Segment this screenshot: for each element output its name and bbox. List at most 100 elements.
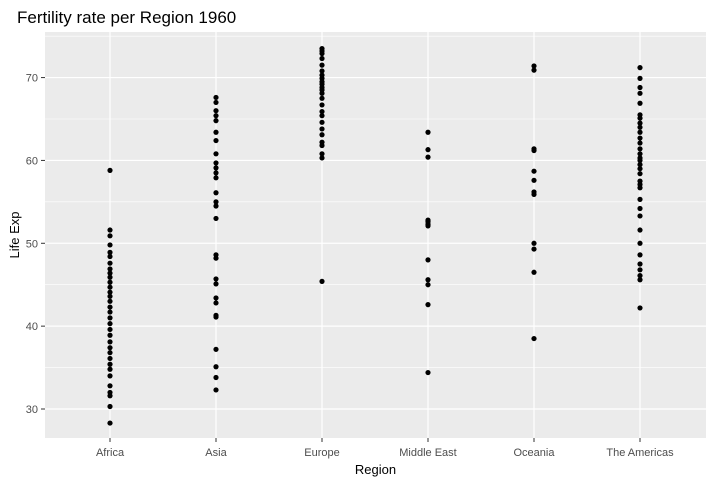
y-tick-label: 30 <box>26 404 38 416</box>
y-tick-label: 50 <box>26 238 38 250</box>
data-point <box>213 215 219 222</box>
data-point <box>107 253 113 260</box>
data-point <box>213 108 219 114</box>
data-point <box>637 115 643 121</box>
data-point <box>213 276 219 282</box>
data-point <box>107 298 113 304</box>
data-point <box>213 137 219 144</box>
data-point <box>107 403 113 410</box>
data-point <box>107 345 113 351</box>
data-point <box>213 295 219 301</box>
x-tick-label: Oceania <box>514 447 556 459</box>
data-point <box>107 361 113 367</box>
data-point <box>637 267 643 273</box>
data-point <box>531 67 537 73</box>
data-point <box>319 90 325 96</box>
y-tick-label: 40 <box>26 321 38 333</box>
data-point <box>531 147 537 154</box>
data-point <box>213 160 219 166</box>
data-point <box>319 155 325 161</box>
data-point <box>213 129 219 135</box>
data-point <box>637 129 643 135</box>
data-point <box>637 205 643 212</box>
data-point <box>107 326 113 333</box>
data-point <box>531 63 537 69</box>
data-point <box>107 266 113 272</box>
x-tick-label: Middle East <box>399 447 456 459</box>
data-point <box>107 274 113 280</box>
x-tick-label: Asia <box>205 447 227 459</box>
data-point <box>213 199 219 205</box>
data-point <box>213 113 219 119</box>
data-point <box>637 277 643 283</box>
data-point <box>213 118 219 124</box>
data-point <box>319 278 325 284</box>
data-point <box>637 157 643 164</box>
data-point <box>213 364 219 370</box>
x-axis-ticks: Africa Asia Europe Middle East Oceania The Am… <box>96 438 674 459</box>
data-point <box>107 383 113 389</box>
data-point <box>107 167 113 173</box>
minor-gridlines <box>45 35 706 368</box>
data-point <box>637 100 643 106</box>
data-point <box>213 387 219 393</box>
data-point <box>107 339 113 345</box>
data-point <box>531 335 537 342</box>
data-point <box>319 132 325 138</box>
x-axis-title: Region <box>355 462 396 477</box>
data-point <box>637 135 643 141</box>
data-point <box>637 120 643 126</box>
data-point <box>213 170 219 176</box>
data-point <box>637 171 643 177</box>
data-point <box>637 90 643 96</box>
data-point <box>107 233 113 239</box>
data-point <box>637 273 643 279</box>
data-point <box>637 151 643 157</box>
data-point <box>213 175 219 181</box>
data-point <box>107 309 113 315</box>
data-point <box>637 185 643 191</box>
data-point <box>319 68 325 74</box>
data-point <box>107 366 113 372</box>
data-point <box>107 420 113 426</box>
data-point <box>107 279 113 285</box>
data-point <box>319 108 325 115</box>
data-point <box>425 369 431 376</box>
data-point <box>637 124 643 130</box>
data-point <box>107 249 113 255</box>
y-tick-label: 70 <box>26 73 38 85</box>
y-axis-ticks: 30 40 50 60 70 <box>26 73 45 416</box>
data-point <box>107 242 113 248</box>
data-point <box>637 227 643 233</box>
data-point <box>637 261 643 267</box>
data-point <box>107 315 113 321</box>
data-point <box>531 240 537 246</box>
data-point <box>425 302 431 308</box>
data-point <box>637 84 643 91</box>
data-point <box>213 190 219 196</box>
data-point <box>319 50 325 57</box>
data-point <box>637 196 643 202</box>
data-point <box>107 393 113 399</box>
data-point <box>107 350 113 356</box>
data-point <box>425 223 431 229</box>
x-tick-label: Europe <box>304 447 339 459</box>
data-point <box>213 346 219 352</box>
data-point <box>637 65 643 71</box>
data-point <box>425 257 431 263</box>
data-point <box>107 289 113 295</box>
data-point <box>637 166 643 172</box>
data-point <box>213 314 219 320</box>
data-point <box>531 269 537 275</box>
data-point <box>319 151 325 157</box>
chart-title: Fertility rate per Region 1960 <box>17 8 236 27</box>
data-point <box>531 191 537 197</box>
data-point <box>531 177 537 183</box>
data-point <box>107 373 113 379</box>
data-point <box>107 293 113 299</box>
data-point <box>107 227 113 233</box>
data-point <box>319 142 325 149</box>
data-point <box>107 355 113 362</box>
data-point <box>637 213 643 219</box>
